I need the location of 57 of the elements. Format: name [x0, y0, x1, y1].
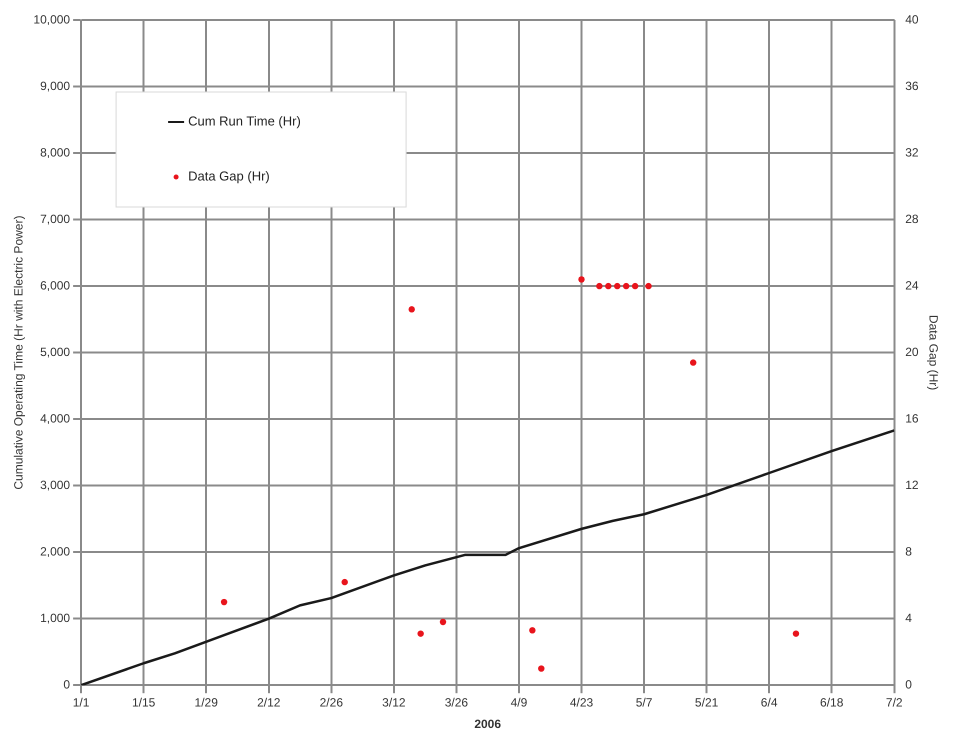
x-tick-label: 2/12 — [257, 696, 281, 710]
point — [792, 630, 800, 637]
x-tick-label: 1/1 — [72, 696, 90, 710]
x-tick-label: 3/26 — [444, 696, 468, 710]
point — [408, 306, 415, 313]
y2-tick-label: 12 — [905, 478, 919, 492]
y-tick-label: 9,000 — [40, 78, 70, 93]
point — [529, 627, 536, 634]
x-tick-label: 4/23 — [570, 696, 594, 710]
point — [417, 630, 424, 637]
y2-tick-label: 0 — [905, 678, 912, 692]
legend-label: Cum Run Time (Hr) — [188, 114, 301, 129]
y2-tick-label: 20 — [905, 344, 919, 359]
x-tick-label: 7/2 — [886, 696, 903, 710]
point — [440, 618, 446, 626]
y-axis-title: Cumulative Operating Time (Hr with Electric Power) — [12, 216, 26, 490]
x-tick-label: 1/29 — [194, 696, 218, 710]
point — [538, 665, 544, 672]
x-tick-label: 5/7 — [636, 696, 653, 710]
y2-tick-label: 32 — [905, 145, 919, 160]
y-tick-label: 0 — [63, 678, 70, 692]
x-axis-title: 2006 — [474, 717, 502, 732]
x-tick-label: 3/12 — [382, 696, 406, 710]
point — [632, 282, 638, 290]
point — [578, 276, 585, 283]
y-tick-label: 7,000 — [40, 212, 70, 226]
y2-tick-label: 40 — [905, 12, 919, 26]
x-tick-label: 1/15 — [132, 696, 156, 710]
x-tick-label: 5/21 — [694, 696, 719, 710]
point — [596, 282, 603, 290]
x-tick-label: 6/4 — [760, 696, 778, 710]
x-tick-label: 4/9 — [510, 696, 528, 710]
y-tick-label: 3,000 — [40, 478, 70, 492]
y2-tick-label: 16 — [905, 411, 919, 426]
y2-tick-label: 28 — [905, 212, 919, 226]
y2-tick-label: 36 — [905, 78, 919, 93]
y2-tick-label: 4 — [905, 610, 912, 625]
y2-tick-label: 8 — [905, 544, 912, 558]
point — [220, 598, 228, 606]
point — [605, 282, 612, 290]
x-tick-label: 2/26 — [320, 696, 344, 710]
point — [342, 578, 348, 586]
y2-axis-title: Data Gap (Hr) — [926, 314, 940, 390]
x-tick-label: 6/18 — [820, 696, 844, 710]
y2-tick-label: 24 — [905, 278, 919, 292]
point — [622, 282, 630, 290]
y-tick-label: 10,000 — [33, 12, 70, 26]
y-tick-label: 1,000 — [40, 610, 70, 625]
y-tick-label: 6,000 — [40, 278, 70, 292]
point — [645, 282, 652, 290]
point — [690, 359, 696, 366]
point — [614, 282, 620, 290]
y-tick-label: 4,000 — [40, 411, 70, 426]
y-tick-label: 8,000 — [40, 145, 70, 160]
legend-label: Data Gap (Hr) — [188, 168, 270, 184]
y-tick-label: 5,000 — [40, 344, 70, 359]
y-tick-label: 2,000 — [40, 544, 70, 558]
